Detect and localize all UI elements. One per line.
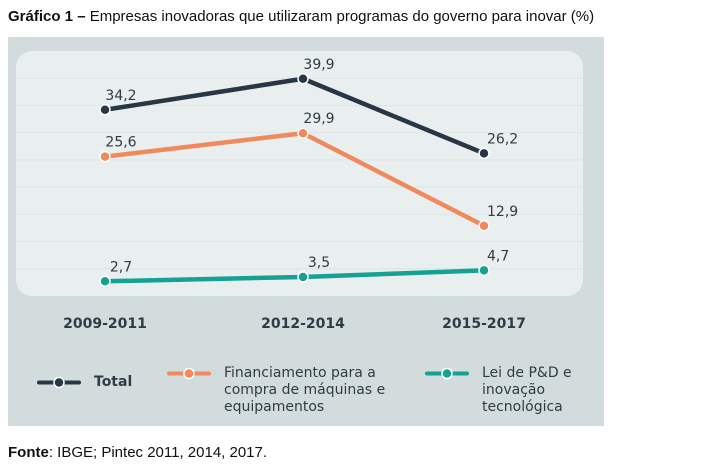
data-label-lei: 2,7 xyxy=(110,259,132,275)
x-tick-label: 2012-2014 xyxy=(261,316,345,332)
legend-item-financiamento: Financiamento para a compra de máquinas … xyxy=(166,365,385,416)
data-point-lei xyxy=(297,271,309,283)
source-prefix: Fonte xyxy=(8,444,49,461)
legend-label-lei: Lei de P&D e inovação tecnológica xyxy=(482,365,572,415)
data-label-lei: 3,5 xyxy=(308,255,330,271)
data-point-total xyxy=(99,104,111,116)
source-text: : IBGE; Pintec 2011, 2014, 2017. xyxy=(48,444,268,461)
figure-title: Gráfico 1 – Empresas inovadoras que util… xyxy=(8,8,594,25)
figure-title-text: Empresas inovadoras que utilizaram progr… xyxy=(89,8,595,25)
legend-marker-total xyxy=(53,376,65,389)
data-labels: 34,2 39,9 26,2 25,6 29,9 12,9 2,7 3,5 4,7 xyxy=(105,57,518,276)
plot-area xyxy=(16,51,583,296)
legend-label-financiamento: Financiamento para a compra de máquinas … xyxy=(224,365,386,415)
data-label-lei: 4,7 xyxy=(487,248,509,264)
data-label-financiamento: 12,9 xyxy=(487,204,518,220)
data-point-financiamento xyxy=(99,150,111,163)
data-point-lei xyxy=(99,275,111,288)
legend-item-lei: Lei de P&D e inovação tecnológica xyxy=(424,365,572,416)
data-point-financiamento xyxy=(297,127,309,139)
gridlines xyxy=(16,77,583,270)
data-point-lei xyxy=(478,264,490,277)
data-label-financiamento: 29,9 xyxy=(303,111,334,127)
data-point-total xyxy=(478,147,490,160)
legend-swatch-total xyxy=(37,376,81,389)
data-label-total: 39,9 xyxy=(303,57,334,73)
data-points xyxy=(99,73,490,288)
data-label-total: 26,2 xyxy=(487,131,518,147)
data-label-total: 34,2 xyxy=(105,88,136,104)
line-chart: 34,2 39,9 26,2 25,6 29,9 12,9 2,7 3,5 4,7 2009-2… xyxy=(16,51,583,332)
chart-panel: 34,2 39,9 26,2 25,6 29,9 12,9 2,7 3,5 4,7 2009-2… xyxy=(8,37,604,426)
data-point-total xyxy=(297,73,309,85)
legend-marker-financiamento xyxy=(183,367,195,380)
source-note: Fonte: IBGE; Pintec 2011, 2014, 2017. xyxy=(8,444,267,461)
data-point-financiamento xyxy=(478,220,490,232)
figure-title-prefix: Gráfico 1 – xyxy=(8,8,86,25)
x-tick-labels: 2009-2011 2012-2014 2015-2017 xyxy=(63,316,526,332)
data-label-financiamento: 25,6 xyxy=(105,135,136,151)
legend-swatch-lei xyxy=(425,367,469,380)
legend-marker-lei xyxy=(441,367,453,380)
x-tick-label: 2009-2011 xyxy=(63,316,147,332)
legend-item-total: Total xyxy=(36,374,132,391)
legend-label-total: Total xyxy=(94,374,133,390)
legend-swatch-financiamento xyxy=(167,367,211,380)
x-tick-label: 2015-2017 xyxy=(442,316,526,332)
